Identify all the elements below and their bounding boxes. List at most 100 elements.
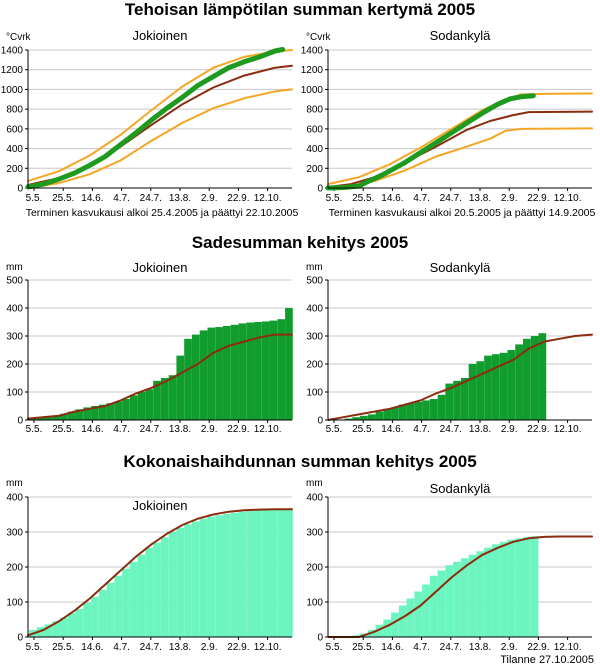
station-name: Jokioinen <box>133 498 188 513</box>
x-tick-label: 12.10. <box>254 424 282 435</box>
bar <box>98 589 107 637</box>
bar <box>352 417 360 420</box>
bar <box>176 527 185 637</box>
bar <box>145 547 154 637</box>
x-tick-label: 4.7. <box>413 193 430 204</box>
bar <box>215 327 223 420</box>
x-tick-label: 14.6. <box>381 424 403 435</box>
bar <box>153 542 161 637</box>
x-tick-label: 24.7. <box>140 424 162 435</box>
x-tick-label: 4.7. <box>113 642 130 653</box>
y-tick-label: 100 <box>6 388 23 399</box>
y-tick-label: 1200 <box>1 65 24 76</box>
y-tick-label: 300 <box>306 332 323 343</box>
bar <box>367 414 376 420</box>
bar <box>445 383 454 420</box>
x-tick-label: 24.7. <box>140 193 162 204</box>
x-tick-label: 4.7. <box>113 193 130 204</box>
x-tick-label: 25.5. <box>52 193 74 204</box>
bar <box>191 334 200 420</box>
y-tick-label: 1000 <box>1 85 24 96</box>
bar <box>199 330 208 420</box>
x-tick-label: 14.6. <box>381 642 403 653</box>
bar <box>285 509 293 637</box>
bar <box>484 355 492 420</box>
x-tick-label: 4.7. <box>113 424 130 435</box>
y-tick-label: 1000 <box>301 85 324 96</box>
bar <box>238 511 247 637</box>
bar <box>429 399 438 420</box>
y-tick-label: 200 <box>6 360 23 371</box>
bar <box>422 584 430 637</box>
bar <box>160 537 169 637</box>
y-tick-label: 500 <box>306 276 323 287</box>
x-tick-label: 5.5. <box>326 642 343 653</box>
bar <box>484 547 492 637</box>
y-tick-label: 0 <box>17 184 23 195</box>
x-tick-label: 22.9. <box>527 424 549 435</box>
y-tick-label: 1200 <box>301 65 324 76</box>
bar <box>168 375 177 420</box>
bar <box>391 612 399 637</box>
bar <box>398 605 407 637</box>
bar <box>52 415 60 420</box>
x-tick-label: 14.6. <box>81 424 103 435</box>
bar <box>285 308 293 420</box>
y-tick-label: 400 <box>306 304 323 315</box>
y-tick-label: 0 <box>17 416 23 427</box>
bar <box>153 380 161 420</box>
bar <box>83 407 92 420</box>
bar <box>83 602 92 637</box>
bar <box>246 511 254 637</box>
x-tick-label: 25.5. <box>352 193 374 204</box>
y-tick-label: 400 <box>6 304 23 315</box>
bar <box>437 570 446 637</box>
bar <box>391 407 399 420</box>
bar <box>414 401 423 420</box>
bar <box>523 536 531 637</box>
x-tick-label: 22.9. <box>527 642 549 653</box>
bar <box>261 321 270 420</box>
station-name: Jokioinen <box>133 260 188 275</box>
x-tick-label: 22.9. <box>227 193 249 204</box>
bar <box>122 568 130 637</box>
chart-4: Sodankylä mm 0 100 200 300 400 500 5.5. 25.5. 14.6… <box>306 260 593 435</box>
x-tick-label: 24.7. <box>440 642 462 653</box>
bar <box>499 352 508 420</box>
bar <box>223 513 231 637</box>
bar <box>277 319 286 420</box>
bar <box>75 609 84 637</box>
bar <box>383 408 392 420</box>
bar <box>360 415 368 420</box>
series-line <box>27 49 293 183</box>
x-tick-label: 12.10. <box>554 424 582 435</box>
x-tick-label: 24.7. <box>440 193 462 204</box>
bar <box>191 521 200 637</box>
x-tick-label: 13.8. <box>169 193 191 204</box>
series-line <box>27 508 293 637</box>
bar <box>406 598 415 637</box>
y-axis-unit: °Cvrk <box>6 32 32 43</box>
y-tick-label: 200 <box>6 563 23 574</box>
bar <box>515 344 523 420</box>
bar <box>106 403 115 420</box>
series-line <box>25 47 286 190</box>
bar <box>215 515 223 637</box>
bar <box>67 613 76 637</box>
bar <box>383 619 392 637</box>
y-tick-label: 800 <box>306 105 323 116</box>
x-tick-label: 25.5. <box>352 424 374 435</box>
x-tick-label: 2.9. <box>201 642 218 653</box>
chart-2: Sodankylä °Cvrk 0 200 400 600 800 1000 1200 1400 5… <box>301 28 596 219</box>
bar <box>129 395 138 420</box>
bar <box>44 624 53 637</box>
y-tick-label: 400 <box>6 144 23 155</box>
y-tick-label: 600 <box>6 124 23 135</box>
bar <box>460 558 469 637</box>
y-tick-label: 600 <box>306 124 323 135</box>
x-tick-label: 13.8. <box>169 642 191 653</box>
bar <box>52 621 60 637</box>
series-line <box>27 333 293 420</box>
y-tick-label: 300 <box>6 332 23 343</box>
